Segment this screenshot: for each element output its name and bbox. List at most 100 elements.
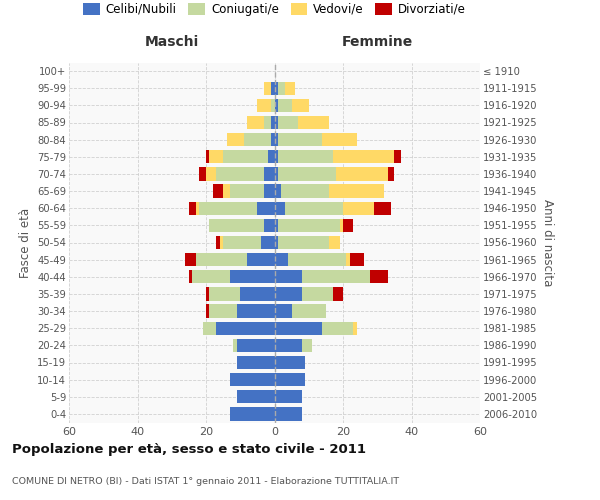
Bar bbox=[268, 150, 275, 164]
Bar bbox=[281, 184, 329, 198]
Bar bbox=[275, 184, 281, 198]
Bar bbox=[209, 218, 264, 232]
Bar bbox=[275, 287, 302, 300]
Bar bbox=[333, 150, 394, 164]
Bar bbox=[275, 322, 322, 335]
Bar bbox=[278, 150, 333, 164]
Bar bbox=[275, 167, 278, 180]
Legend: Celibi/Nubili, Coniugati/e, Vedovi/e, Divorziati/e: Celibi/Nubili, Coniugati/e, Vedovi/e, Di… bbox=[79, 0, 470, 20]
Bar bbox=[223, 184, 230, 198]
Bar bbox=[278, 167, 336, 180]
Bar bbox=[203, 322, 216, 335]
Bar bbox=[322, 322, 353, 335]
Bar bbox=[340, 218, 343, 232]
Bar bbox=[227, 133, 244, 146]
Bar bbox=[275, 253, 288, 266]
Bar bbox=[374, 202, 391, 215]
Bar bbox=[278, 98, 292, 112]
Bar bbox=[237, 390, 275, 404]
Bar bbox=[206, 287, 209, 300]
Bar bbox=[275, 304, 292, 318]
Bar bbox=[223, 150, 268, 164]
Bar bbox=[288, 253, 346, 266]
Bar bbox=[206, 304, 209, 318]
Bar bbox=[322, 133, 356, 146]
Bar bbox=[275, 338, 302, 352]
Bar bbox=[189, 202, 196, 215]
Bar bbox=[275, 407, 302, 420]
Bar bbox=[298, 116, 329, 129]
Bar bbox=[275, 116, 278, 129]
Bar bbox=[302, 287, 333, 300]
Text: COMUNE DI NETRO (BI) - Dati ISTAT 1° gennaio 2011 - Elaborazione TUTTITALIA.IT: COMUNE DI NETRO (BI) - Dati ISTAT 1° gen… bbox=[12, 477, 399, 486]
Bar bbox=[285, 202, 343, 215]
Bar bbox=[394, 150, 401, 164]
Bar bbox=[275, 270, 302, 283]
Bar bbox=[264, 116, 271, 129]
Bar bbox=[336, 167, 388, 180]
Bar bbox=[206, 167, 216, 180]
Bar bbox=[271, 82, 275, 95]
Bar bbox=[247, 253, 275, 266]
Y-axis label: Fasce di età: Fasce di età bbox=[19, 208, 32, 278]
Bar bbox=[244, 133, 271, 146]
Bar bbox=[193, 270, 230, 283]
Bar bbox=[216, 236, 220, 249]
Bar bbox=[388, 167, 394, 180]
Bar bbox=[275, 133, 278, 146]
Bar bbox=[196, 202, 199, 215]
Bar bbox=[275, 98, 278, 112]
Bar bbox=[329, 184, 384, 198]
Bar bbox=[350, 253, 364, 266]
Bar bbox=[271, 116, 275, 129]
Bar bbox=[264, 82, 271, 95]
Bar bbox=[292, 98, 309, 112]
Bar bbox=[257, 202, 275, 215]
Bar bbox=[271, 133, 275, 146]
Bar bbox=[237, 304, 275, 318]
Bar bbox=[261, 236, 275, 249]
Bar bbox=[264, 167, 275, 180]
Bar bbox=[343, 202, 374, 215]
Bar bbox=[346, 253, 350, 266]
Bar bbox=[216, 167, 264, 180]
Bar bbox=[275, 236, 278, 249]
Bar bbox=[230, 407, 275, 420]
Bar bbox=[302, 338, 312, 352]
Bar bbox=[230, 184, 264, 198]
Bar bbox=[292, 304, 326, 318]
Bar bbox=[185, 253, 196, 266]
Bar bbox=[189, 270, 193, 283]
Bar bbox=[278, 82, 285, 95]
Bar bbox=[237, 356, 275, 369]
Bar bbox=[275, 390, 302, 404]
Text: Femmine: Femmine bbox=[341, 35, 413, 49]
Bar bbox=[230, 270, 275, 283]
Bar bbox=[333, 287, 343, 300]
Bar bbox=[213, 184, 223, 198]
Bar bbox=[370, 270, 388, 283]
Bar bbox=[275, 373, 305, 386]
Bar bbox=[233, 338, 237, 352]
Bar bbox=[230, 373, 275, 386]
Bar bbox=[223, 236, 261, 249]
Bar bbox=[237, 338, 275, 352]
Bar bbox=[240, 287, 275, 300]
Y-axis label: Anni di nascita: Anni di nascita bbox=[541, 199, 554, 286]
Bar bbox=[275, 202, 285, 215]
Bar bbox=[264, 184, 275, 198]
Bar bbox=[343, 218, 353, 232]
Bar bbox=[206, 150, 209, 164]
Bar bbox=[278, 218, 340, 232]
Bar bbox=[209, 150, 223, 164]
Bar bbox=[285, 82, 295, 95]
Bar bbox=[275, 356, 305, 369]
Bar bbox=[353, 322, 356, 335]
Bar bbox=[278, 116, 298, 129]
Bar bbox=[329, 236, 340, 249]
Bar bbox=[199, 167, 206, 180]
Bar bbox=[196, 253, 247, 266]
Bar bbox=[209, 287, 240, 300]
Bar bbox=[257, 98, 271, 112]
Text: Popolazione per età, sesso e stato civile - 2011: Popolazione per età, sesso e stato civil… bbox=[12, 442, 366, 456]
